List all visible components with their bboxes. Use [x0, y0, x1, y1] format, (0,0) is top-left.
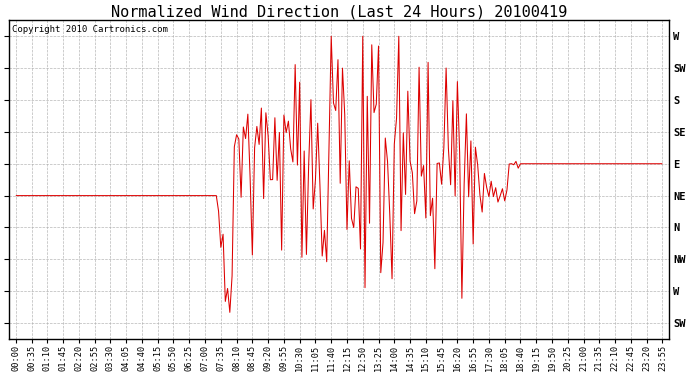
- Title: Normalized Wind Direction (Last 24 Hours) 20100419: Normalized Wind Direction (Last 24 Hours…: [111, 4, 567, 19]
- Text: Copyright 2010 Cartronics.com: Copyright 2010 Cartronics.com: [12, 25, 168, 34]
